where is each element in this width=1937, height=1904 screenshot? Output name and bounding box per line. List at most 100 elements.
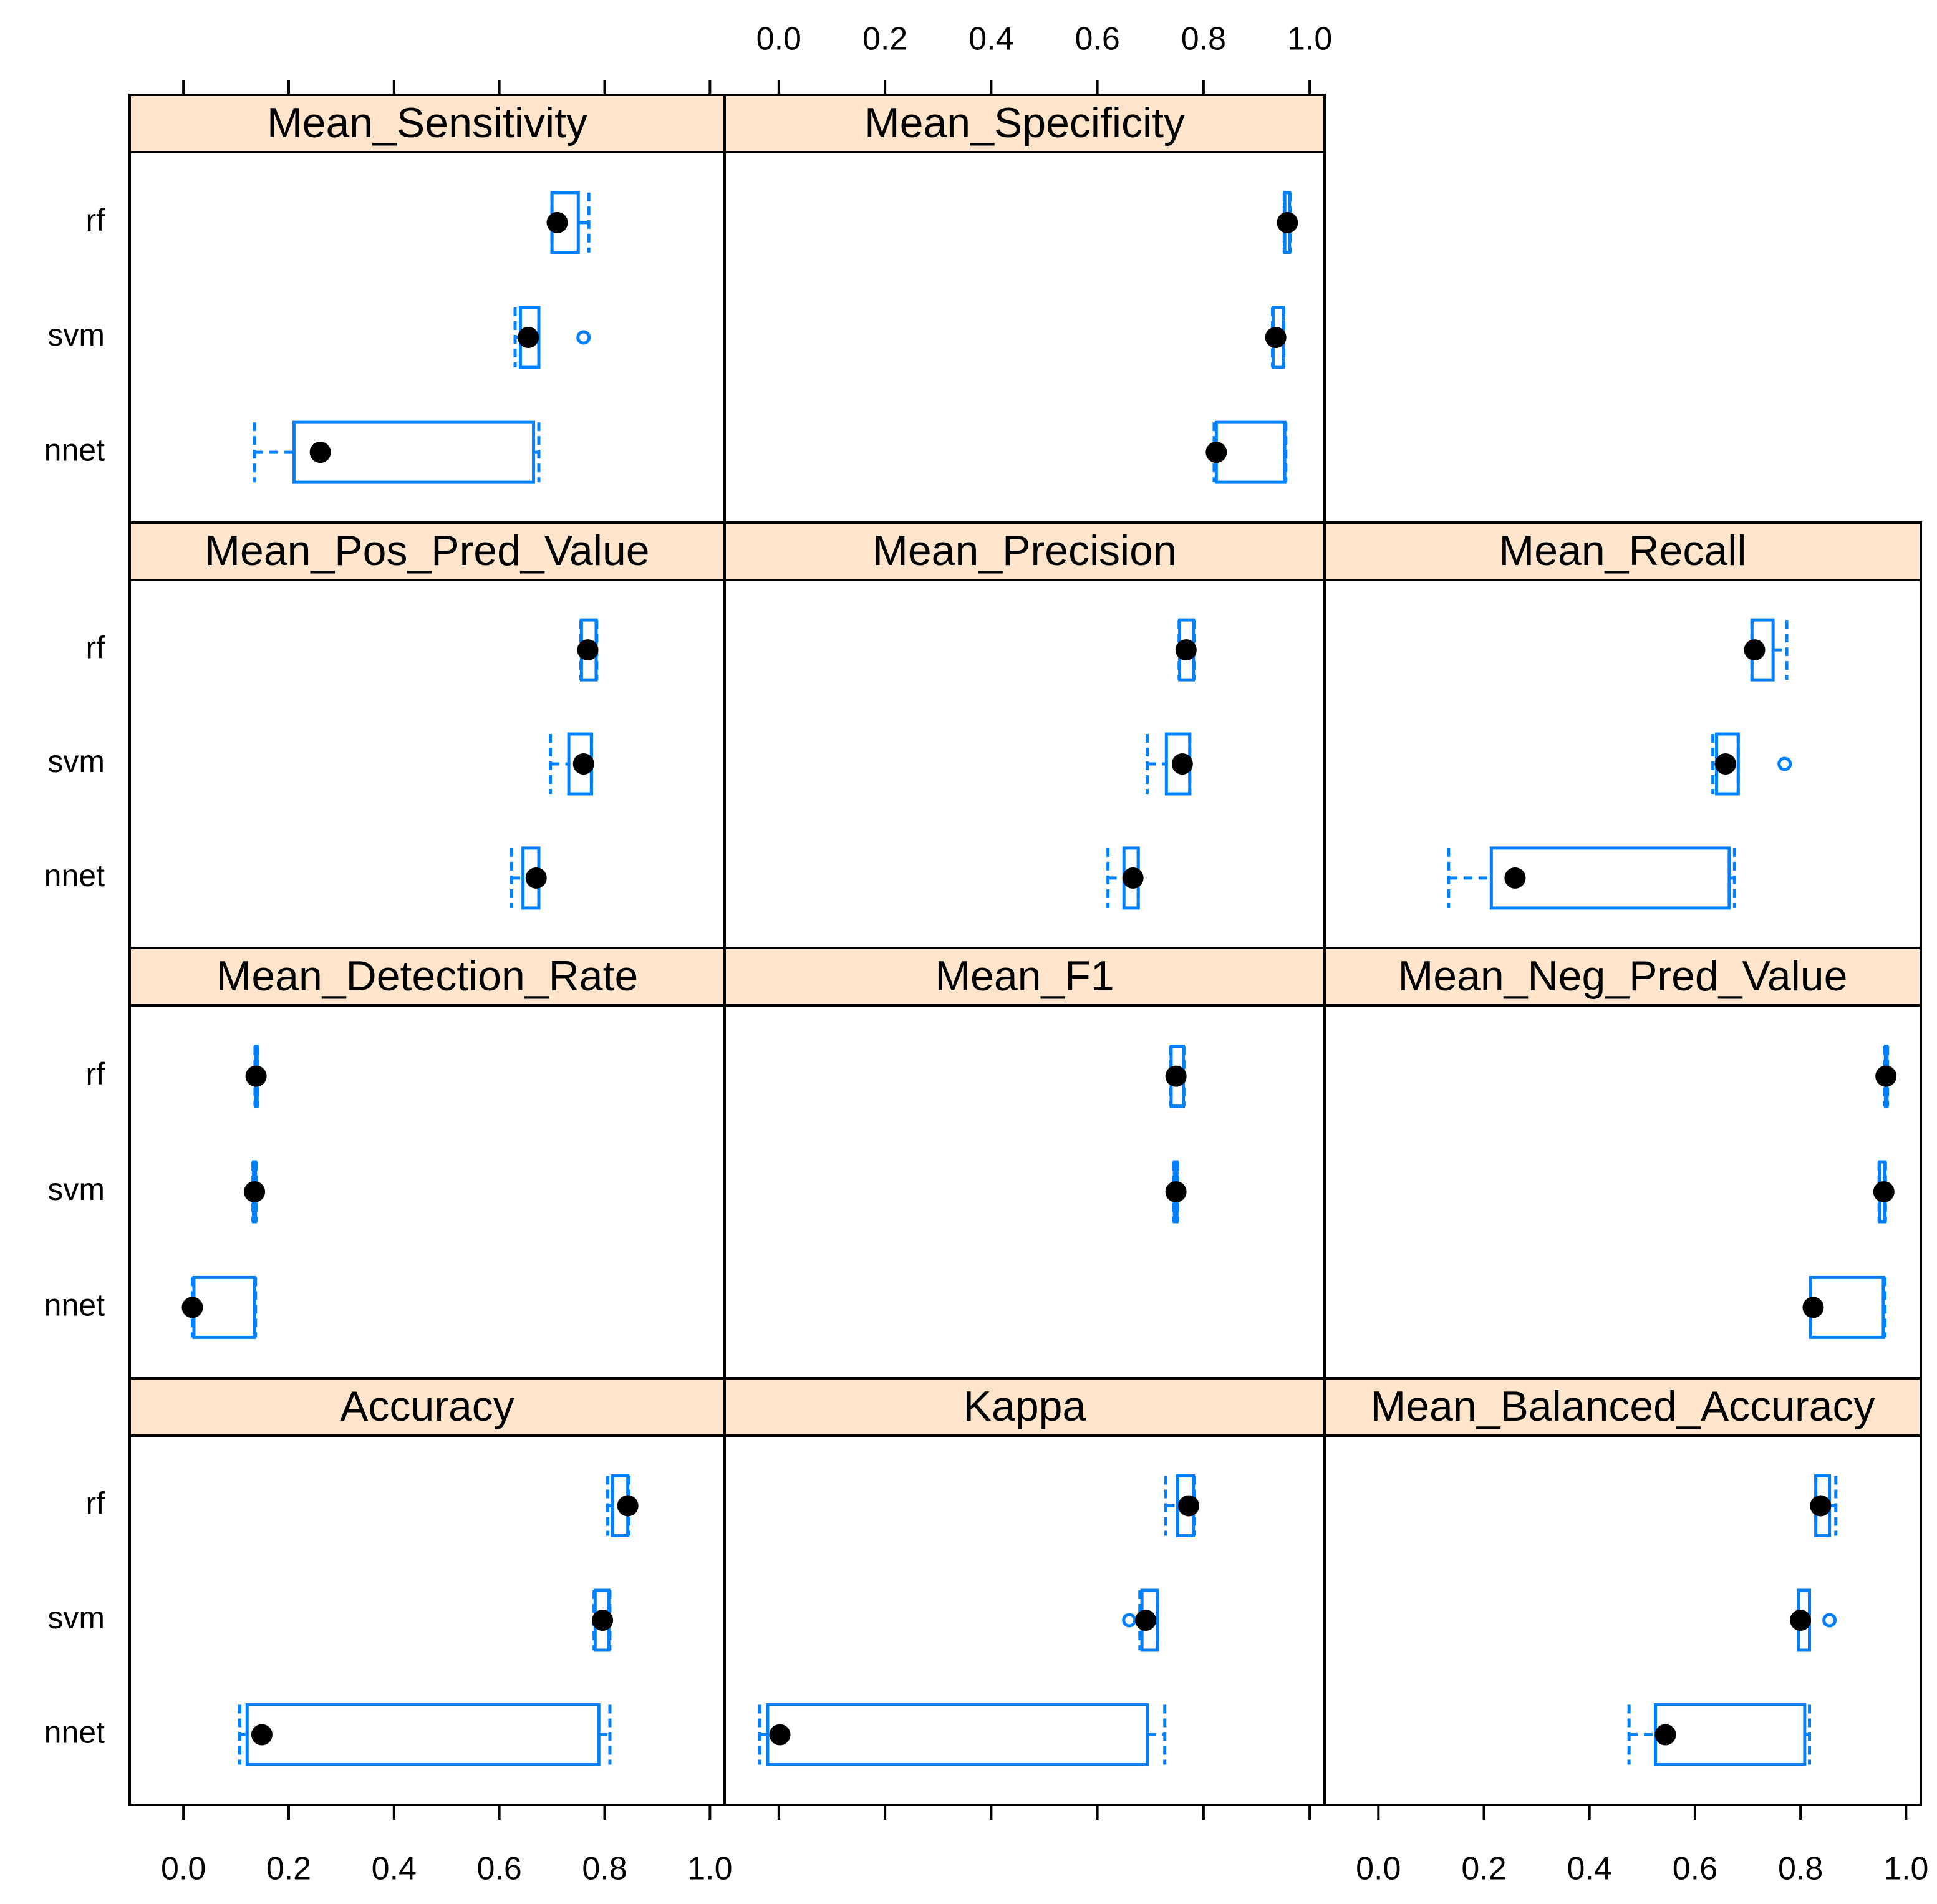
strip-title: Mean_Sensitivity — [267, 99, 587, 147]
outlier — [1822, 1613, 1837, 1628]
outlier — [1777, 756, 1792, 771]
box — [1653, 1703, 1807, 1767]
median — [1277, 211, 1298, 233]
x-tick-label: 0.4 — [1567, 1851, 1612, 1887]
x-tick-label: 0.8 — [1181, 21, 1226, 57]
category-label: svm — [47, 1172, 105, 1207]
category-label: svm — [47, 744, 105, 779]
category-label: rf — [85, 630, 105, 665]
median — [309, 442, 331, 463]
median — [1135, 1610, 1157, 1631]
median — [592, 1610, 614, 1631]
category-label: nnet — [44, 1288, 105, 1323]
panel-frame — [1323, 579, 1922, 949]
median — [1175, 639, 1197, 661]
strip — [128, 947, 726, 1007]
median — [1122, 867, 1144, 889]
category-label: nnet — [44, 432, 105, 467]
box — [192, 1275, 256, 1339]
x-tick-label: 0.0 — [756, 21, 801, 57]
x-tick-label: 0.2 — [862, 21, 907, 57]
outlier — [1122, 1613, 1137, 1628]
x-tick-label: 0.0 — [161, 1851, 206, 1887]
median — [1654, 1724, 1676, 1746]
median — [1178, 1495, 1200, 1517]
box — [766, 1703, 1149, 1767]
x-tick-label: 0.2 — [266, 1851, 311, 1887]
x-tick-label: 0.8 — [582, 1851, 627, 1887]
panel-frame — [1323, 1434, 1922, 1806]
box — [1489, 846, 1731, 910]
median — [1265, 327, 1287, 348]
category-label: svm — [47, 317, 105, 352]
panel-frame — [128, 151, 726, 524]
x-tick-label: 0.6 — [1075, 21, 1119, 57]
median — [1810, 1495, 1832, 1517]
median — [1744, 639, 1766, 661]
category-label: nnet — [44, 858, 105, 893]
median — [244, 1181, 266, 1202]
x-tick-label: 0.2 — [1461, 1851, 1506, 1887]
strip-title: Mean_Recall — [1499, 527, 1747, 574]
median — [525, 867, 547, 889]
median — [181, 1297, 203, 1318]
category-label: rf — [85, 1486, 105, 1521]
x-tick-label: 1.0 — [1883, 1851, 1928, 1887]
panel-frame — [723, 1434, 1326, 1806]
median — [1873, 1181, 1895, 1202]
strip-title: Mean_Balanced_Accuracy — [1371, 1383, 1875, 1430]
panel-frame — [128, 579, 726, 949]
panel-frame — [1323, 1004, 1922, 1380]
strip-title: Mean_Neg_Pred_Value — [1398, 952, 1848, 1000]
x-tick-label: 0.0 — [1356, 1851, 1401, 1887]
x-tick-label: 0.4 — [968, 21, 1013, 57]
category-label: rf — [85, 203, 105, 238]
x-tick-label: 0.6 — [477, 1851, 522, 1887]
median — [251, 1724, 273, 1746]
median — [577, 639, 599, 661]
median — [1714, 753, 1736, 775]
strip-title: Mean_Specificity — [864, 99, 1185, 147]
median — [518, 327, 539, 348]
median — [769, 1724, 791, 1746]
median — [617, 1495, 639, 1517]
panel-frame — [723, 151, 1326, 524]
x-tick-label: 0.6 — [1673, 1851, 1717, 1887]
median — [1165, 1065, 1187, 1087]
panel-frame — [128, 1434, 726, 1806]
median — [546, 211, 568, 233]
x-tick-label: 1.0 — [687, 1851, 732, 1887]
median — [1790, 1610, 1812, 1631]
category-label: nnet — [44, 1715, 105, 1750]
strip — [1323, 1377, 1922, 1437]
strip — [1323, 521, 1922, 581]
panel-frame — [128, 1004, 726, 1380]
median — [1205, 442, 1227, 463]
box — [292, 420, 536, 484]
category-label: svm — [47, 1600, 105, 1635]
panel-frame — [723, 579, 1326, 949]
x-tick-label: 1.0 — [1287, 21, 1332, 57]
strip — [128, 94, 726, 153]
x-tick-label: 0.4 — [372, 1851, 417, 1887]
median — [1171, 753, 1193, 775]
box — [245, 1703, 601, 1767]
strip-title: Mean_Detection_Rate — [216, 952, 639, 1000]
strip-title: Kappa — [964, 1383, 1086, 1430]
panel-frame — [723, 1004, 1326, 1380]
median — [572, 753, 594, 775]
strip-title: Mean_Pos_Pred_Value — [205, 527, 649, 574]
strip-title: Mean_Precision — [872, 527, 1177, 574]
outlier — [576, 330, 591, 345]
median — [1802, 1297, 1824, 1318]
strip-title: Mean_F1 — [935, 952, 1114, 1000]
median — [245, 1065, 267, 1087]
strip — [723, 947, 1326, 1007]
x-tick-label: 0.8 — [1778, 1851, 1823, 1887]
strip-title: Accuracy — [340, 1383, 514, 1430]
median — [1165, 1181, 1187, 1202]
median — [1875, 1065, 1897, 1087]
strip — [723, 521, 1326, 581]
